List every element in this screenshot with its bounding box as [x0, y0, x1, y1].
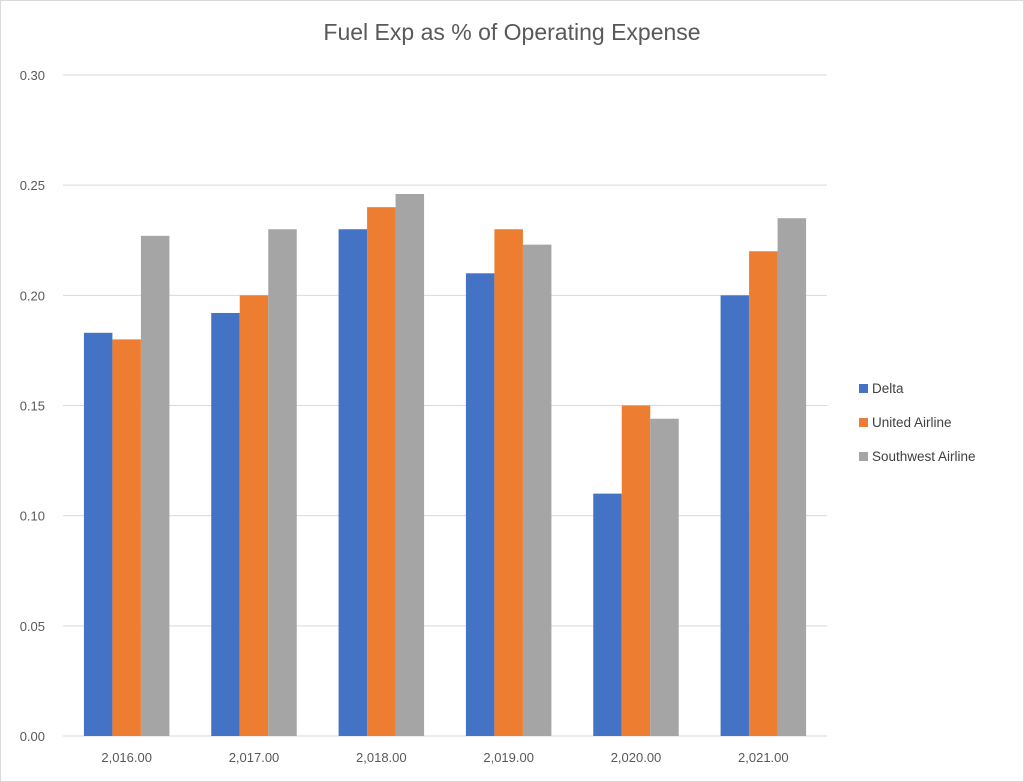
bar-delta	[83, 332, 113, 736]
y-tick-label: 0.30	[20, 68, 45, 83]
legend-swatch	[859, 451, 868, 461]
legend-label: Southwest Airline	[872, 448, 976, 464]
bar-southwest-airline	[268, 229, 297, 736]
y-tick-label: 0.00	[20, 729, 45, 744]
x-tick-label: 2,016.00	[101, 750, 152, 765]
legend-item: Delta	[859, 371, 976, 405]
y-tick-label: 0.25	[20, 178, 45, 193]
x-tick-label: 2,017.00	[229, 750, 280, 765]
bar-delta	[593, 493, 622, 736]
legend-item: United Airline	[859, 405, 976, 439]
y-tick-label: 0.20	[20, 288, 45, 303]
y-tick-label: 0.15	[20, 399, 45, 414]
legend-swatch	[859, 383, 868, 393]
bar-united-airline	[239, 295, 269, 736]
bar-southwest-airline	[395, 193, 425, 737]
x-tick-label: 2,021.00	[738, 750, 789, 765]
bar-united-airline	[494, 229, 523, 736]
bar-united-airline	[749, 251, 778, 736]
bar-united-airline	[367, 207, 396, 736]
legend-item: Southwest Airline	[859, 439, 976, 473]
chart-legend: Delta United Airline Southwest Airline	[859, 371, 976, 473]
bar-united-airline	[621, 405, 651, 736]
bar-united-airline	[112, 339, 141, 736]
y-tick-label: 0.10	[20, 509, 45, 524]
bar-southwest-airline	[140, 235, 170, 737]
legend-label: Delta	[872, 380, 904, 396]
legend-swatch	[859, 417, 868, 427]
x-tick-label: 2,019.00	[483, 750, 534, 765]
x-tick-label: 2,020.00	[611, 750, 662, 765]
bar-delta	[211, 312, 240, 736]
bar-southwest-airline	[777, 218, 807, 736]
chart-title: Fuel Exp as % of Operating Expense	[323, 19, 701, 45]
bar-southwest-airline	[522, 244, 552, 736]
bar-southwest-airline	[650, 418, 679, 736]
y-tick-label: 0.05	[20, 619, 45, 634]
bar-delta	[465, 273, 495, 736]
x-tick-label: 2,018.00	[356, 750, 407, 765]
legend-label: United Airline	[872, 414, 952, 430]
bar-delta	[338, 229, 368, 736]
bar-delta	[720, 295, 750, 736]
